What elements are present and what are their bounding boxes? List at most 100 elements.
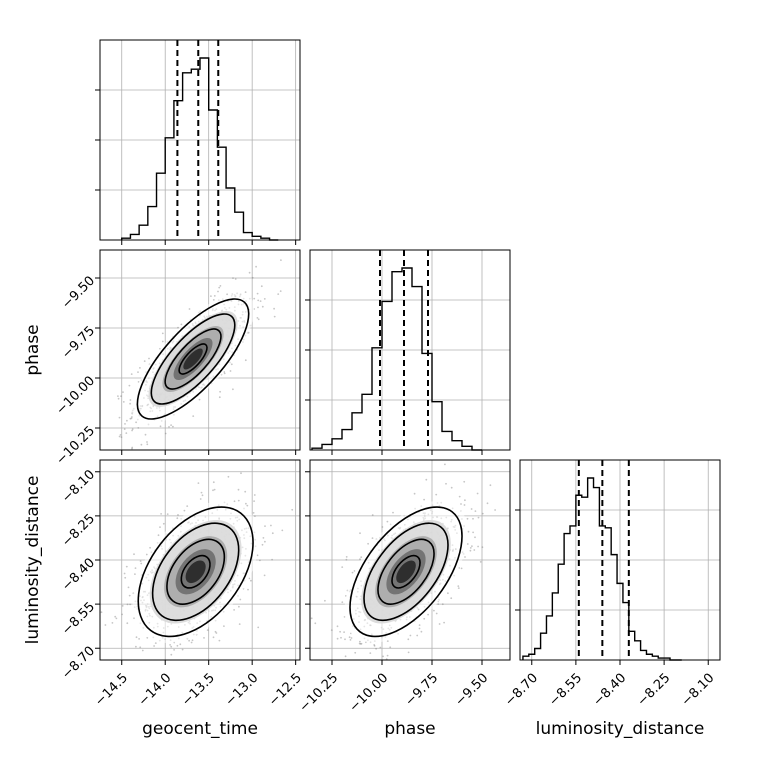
sample-point	[140, 562, 143, 565]
sample-point	[140, 443, 143, 446]
sample-point	[350, 637, 353, 639]
sample-point	[460, 503, 462, 505]
sample-point	[127, 586, 130, 589]
sample-point	[212, 636, 215, 639]
sample-point	[114, 615, 117, 618]
sample-point	[139, 367, 141, 369]
x-axis-label-luminosity_distance: luminosity_distance	[536, 719, 705, 739]
sample-point	[477, 545, 479, 548]
sample-point	[489, 484, 492, 487]
sample-point	[386, 640, 389, 642]
sample-point	[273, 307, 275, 310]
sample-point	[154, 642, 157, 644]
sample-point	[237, 488, 240, 491]
sample-point	[463, 480, 466, 483]
sample-point	[379, 646, 382, 649]
y-tick-label: −9.50	[59, 273, 98, 312]
sample-point	[360, 556, 363, 559]
sample-point	[381, 526, 384, 528]
sample-point	[238, 623, 241, 625]
sample-point	[464, 499, 466, 502]
sample-point	[369, 652, 372, 654]
y-axis-label-phase: phase	[23, 324, 43, 375]
sample-point	[125, 432, 128, 434]
y-axis-label-luminosity_distance: luminosity_distance	[23, 476, 43, 645]
sample-point	[271, 532, 274, 535]
sample-point	[389, 646, 392, 649]
sample-point	[253, 494, 256, 496]
sample-point	[340, 636, 342, 639]
contour-2	[150, 313, 236, 405]
sample-point	[219, 285, 222, 287]
sample-point	[257, 306, 259, 309]
sample-point	[373, 644, 376, 646]
sample-point	[118, 435, 121, 438]
sample-point	[129, 399, 132, 401]
sample-point	[240, 248, 242, 250]
sample-point	[444, 463, 446, 466]
sample-point	[173, 649, 176, 651]
sample-point	[261, 305, 264, 308]
y-tick-label: −10.25	[53, 423, 98, 468]
sample-point	[457, 585, 460, 587]
sample-point	[135, 636, 138, 639]
sample-point	[354, 651, 357, 654]
sample-point	[123, 572, 126, 575]
sample-point	[126, 419, 128, 422]
sample-point	[159, 425, 162, 428]
sample-point	[336, 637, 339, 640]
x-tick-label: −13.5	[179, 671, 218, 710]
sample-point	[244, 359, 247, 362]
sample-point	[261, 543, 264, 546]
panel-frame	[309, 249, 511, 451]
x-tick-label: −14.5	[92, 671, 131, 710]
sample-point	[458, 495, 461, 498]
y-tick-label: −9.75	[59, 323, 98, 362]
pair-panel-geocent_time-luminosity_distance	[99, 459, 301, 661]
sample-point	[486, 502, 489, 505]
sample-point	[324, 599, 326, 602]
sample-point	[481, 512, 484, 515]
sample-point	[133, 553, 135, 556]
sample-point	[474, 510, 477, 512]
sample-point	[341, 601, 344, 604]
sample-point	[168, 426, 170, 428]
sample-point	[164, 432, 167, 435]
sample-point	[460, 567, 463, 570]
density-fill-4	[396, 560, 416, 584]
sample-point	[469, 547, 472, 549]
sample-point	[206, 629, 209, 631]
sample-point	[279, 290, 282, 292]
sample-point	[469, 549, 472, 552]
sample-point	[137, 371, 139, 373]
x-tick-label: −9.75	[402, 671, 441, 710]
sample-point	[199, 498, 202, 500]
sample-point	[100, 611, 103, 614]
sample-point	[256, 317, 259, 319]
sample-point	[373, 645, 376, 647]
x-tick-label: −10.25	[297, 671, 342, 716]
x-tick-label: −8.25	[635, 671, 674, 710]
sample-point	[476, 492, 479, 495]
y-tick-label: −8.40	[59, 555, 98, 594]
sample-point	[343, 631, 345, 633]
sample-point	[341, 566, 344, 568]
sample-point	[124, 423, 126, 425]
sample-point	[359, 532, 361, 535]
hist-panel-luminosity_distance	[515, 459, 721, 661]
sample-point	[126, 603, 129, 606]
sample-point	[144, 433, 147, 436]
y-tick-label: −8.10	[59, 467, 98, 506]
sample-point	[463, 504, 466, 506]
sample-point	[348, 636, 351, 639]
x-tick-label: −10.00	[347, 671, 392, 716]
sample-point	[477, 516, 480, 519]
sample-point	[190, 641, 193, 644]
sample-point	[418, 627, 421, 630]
sample-point	[263, 298, 266, 300]
sample-point	[359, 643, 362, 645]
contour-0	[391, 554, 421, 589]
sample-point	[416, 634, 419, 637]
sample-point	[141, 649, 144, 652]
